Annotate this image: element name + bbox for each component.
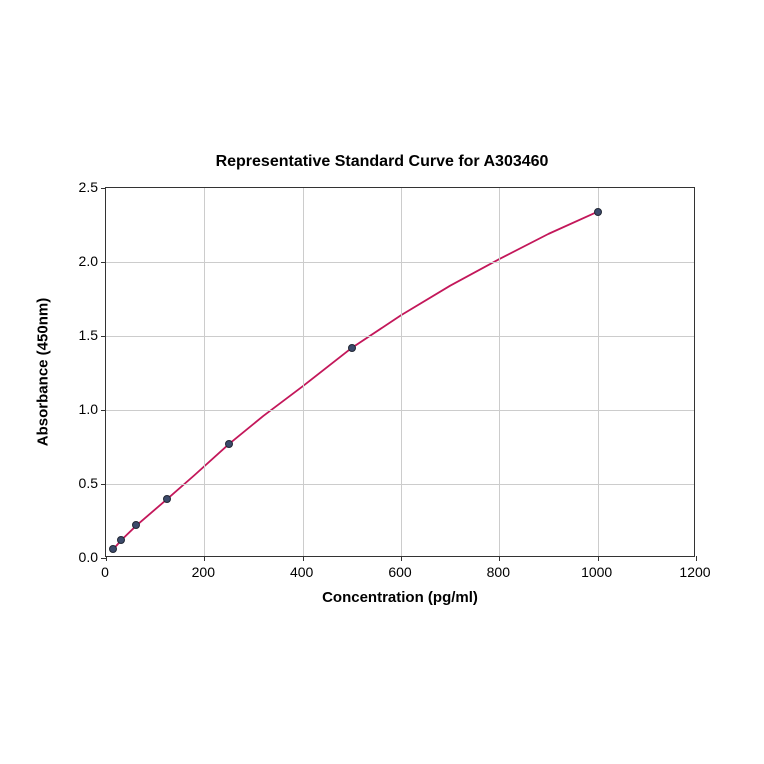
data-point: [225, 440, 233, 448]
x-tick-label: 400: [290, 564, 313, 580]
y-tick-mark: [101, 410, 106, 411]
y-tick-mark: [101, 558, 106, 559]
y-axis-label: Absorbance (450nm): [35, 298, 52, 446]
chart-title: Representative Standard Curve for A30346…: [0, 153, 764, 171]
y-tick-label: 0.5: [70, 475, 98, 491]
x-tick-mark: [499, 556, 500, 561]
y-tick-label: 1.5: [70, 327, 98, 343]
data-point: [163, 495, 171, 503]
data-point: [117, 536, 125, 544]
x-tick-mark: [696, 556, 697, 561]
x-tick-mark: [401, 556, 402, 561]
grid-line-vertical: [204, 188, 205, 556]
grid-line-horizontal: [106, 262, 694, 263]
x-tick-mark: [204, 556, 205, 561]
data-point: [132, 521, 140, 529]
y-tick-mark: [101, 336, 106, 337]
y-tick-mark: [101, 262, 106, 263]
grid-line-horizontal: [106, 410, 694, 411]
grid-line-vertical: [303, 188, 304, 556]
plot-area: [105, 187, 695, 557]
x-tick-label: 1000: [581, 564, 612, 580]
data-point: [348, 344, 356, 352]
grid-line-vertical: [598, 188, 599, 556]
y-tick-label: 2.0: [70, 253, 98, 269]
x-axis-label: Concentration (pg/ml): [322, 589, 478, 606]
grid-line-vertical: [401, 188, 402, 556]
x-tick-mark: [106, 556, 107, 561]
data-point: [594, 208, 602, 216]
grid-line-horizontal: [106, 336, 694, 337]
x-tick-label: 1200: [679, 564, 710, 580]
data-point: [109, 545, 117, 553]
y-tick-mark: [101, 188, 106, 189]
x-tick-label: 0: [101, 564, 109, 580]
x-tick-label: 200: [192, 564, 215, 580]
chart-container: Representative Standard Curve for A30346…: [0, 0, 764, 764]
y-tick-label: 0.0: [70, 549, 98, 565]
x-tick-mark: [303, 556, 304, 561]
grid-line-horizontal: [106, 484, 694, 485]
x-tick-mark: [598, 556, 599, 561]
x-tick-label: 600: [388, 564, 411, 580]
grid-line-vertical: [499, 188, 500, 556]
y-tick-mark: [101, 484, 106, 485]
x-tick-label: 800: [487, 564, 510, 580]
y-tick-label: 1.0: [70, 401, 98, 417]
y-tick-label: 2.5: [70, 179, 98, 195]
